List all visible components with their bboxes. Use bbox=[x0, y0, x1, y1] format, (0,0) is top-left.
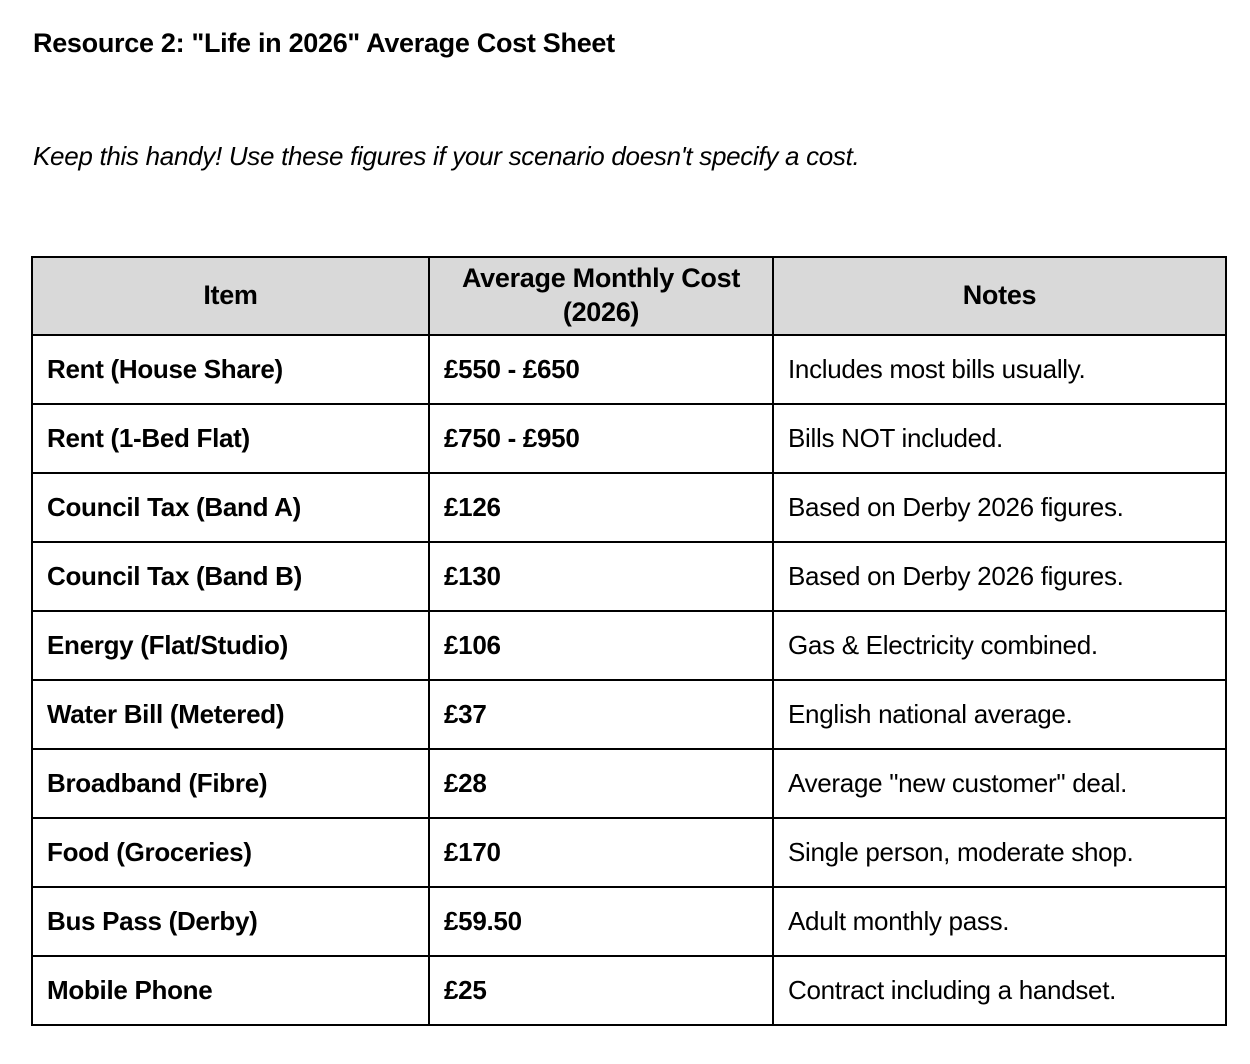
table-row: Rent (1-Bed Flat) £750 - £950 Bills NOT … bbox=[31, 403, 1227, 474]
table-row: Council Tax (Band A) £126 Based on Derby… bbox=[31, 472, 1227, 543]
table-row: Water Bill (Metered) £37 English nationa… bbox=[31, 679, 1227, 750]
table-row: Broadband (Fibre) £28 Average "new custo… bbox=[31, 748, 1227, 819]
notes-cell: English national average. bbox=[772, 679, 1227, 750]
column-header-notes: Notes bbox=[772, 256, 1227, 336]
cost-table: Item Average Monthly Cost (2026) Notes R… bbox=[31, 256, 1227, 1026]
page-subtitle: Keep this handy! Use these figures if yo… bbox=[33, 141, 860, 171]
notes-cell: Includes most bills usually. bbox=[772, 334, 1227, 405]
table-row: Bus Pass (Derby) £59.50 Adult monthly pa… bbox=[31, 886, 1227, 957]
cost-cell: £550 - £650 bbox=[428, 334, 774, 405]
page-title: Resource 2: "Life in 2026" Average Cost … bbox=[33, 28, 615, 58]
table-header-row: Item Average Monthly Cost (2026) Notes bbox=[31, 256, 1227, 336]
notes-cell: Contract including a handset. bbox=[772, 955, 1227, 1026]
cost-cell: £130 bbox=[428, 541, 774, 612]
notes-cell: Bills NOT included. bbox=[772, 403, 1227, 474]
item-cell: Broadband (Fibre) bbox=[31, 748, 430, 819]
notes-cell: Based on Derby 2026 figures. bbox=[772, 541, 1227, 612]
cost-cell: £106 bbox=[428, 610, 774, 681]
notes-cell: Based on Derby 2026 figures. bbox=[772, 472, 1227, 543]
column-header-cost: Average Monthly Cost (2026) bbox=[428, 256, 774, 336]
table-row: Rent (House Share) £550 - £650 Includes … bbox=[31, 334, 1227, 405]
cost-cell: £59.50 bbox=[428, 886, 774, 957]
table-row: Mobile Phone £25 Contract including a ha… bbox=[31, 955, 1227, 1026]
item-cell: Council Tax (Band B) bbox=[31, 541, 430, 612]
item-cell: Rent (House Share) bbox=[31, 334, 430, 405]
cost-cell: £750 - £950 bbox=[428, 403, 774, 474]
cost-cell: £170 bbox=[428, 817, 774, 888]
notes-cell: Single person, moderate shop. bbox=[772, 817, 1227, 888]
notes-cell: Average "new customer" deal. bbox=[772, 748, 1227, 819]
item-cell: Water Bill (Metered) bbox=[31, 679, 430, 750]
table-row: Council Tax (Band B) £130 Based on Derby… bbox=[31, 541, 1227, 612]
item-cell: Council Tax (Band A) bbox=[31, 472, 430, 543]
notes-cell: Adult monthly pass. bbox=[772, 886, 1227, 957]
item-cell: Rent (1-Bed Flat) bbox=[31, 403, 430, 474]
cost-cell: £37 bbox=[428, 679, 774, 750]
item-cell: Mobile Phone bbox=[31, 955, 430, 1026]
table-row: Food (Groceries) £170 Single person, mod… bbox=[31, 817, 1227, 888]
cost-cell: £25 bbox=[428, 955, 774, 1026]
cost-cell: £28 bbox=[428, 748, 774, 819]
item-cell: Food (Groceries) bbox=[31, 817, 430, 888]
item-cell: Bus Pass (Derby) bbox=[31, 886, 430, 957]
table-row: Energy (Flat/Studio) £106 Gas & Electric… bbox=[31, 610, 1227, 681]
cost-cell: £126 bbox=[428, 472, 774, 543]
item-cell: Energy (Flat/Studio) bbox=[31, 610, 430, 681]
column-header-item: Item bbox=[31, 256, 430, 336]
notes-cell: Gas & Electricity combined. bbox=[772, 610, 1227, 681]
